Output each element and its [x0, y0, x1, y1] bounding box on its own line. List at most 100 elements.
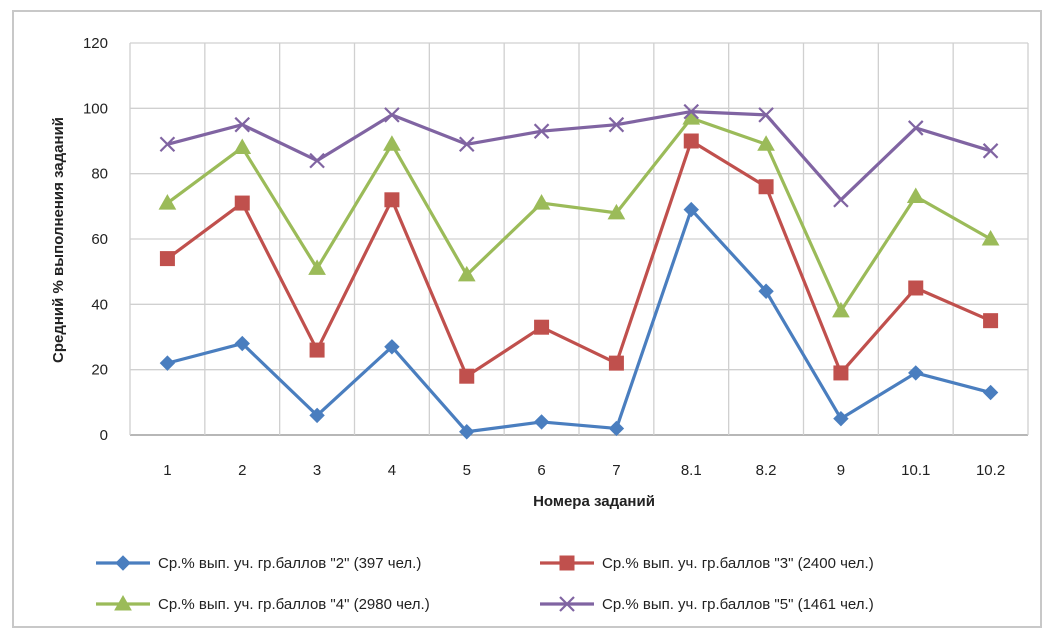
data-point	[908, 280, 924, 296]
x-tick-label: 6	[537, 462, 545, 479]
x-marker-stroke	[758, 107, 774, 123]
data-point	[459, 424, 475, 440]
series-3	[158, 109, 1000, 318]
x-tick-labels: 1 2 3 4 5 6 7 8.1 8.2 9 10.1 10.2	[163, 462, 1005, 479]
y-tick-label: 80	[91, 166, 108, 183]
data-point	[234, 335, 250, 352]
data-point	[159, 136, 176, 153]
series-1	[159, 201, 999, 440]
data-point	[608, 355, 624, 371]
x-marker-stroke	[159, 136, 176, 153]
data-point	[532, 194, 551, 210]
data-point	[906, 187, 925, 204]
series-line	[167, 208, 991, 434]
series-line	[166, 139, 992, 378]
data-point	[683, 103, 700, 120]
x-marker-stroke	[533, 123, 550, 139]
data-point	[384, 107, 400, 123]
data-point	[758, 107, 774, 123]
data-point	[982, 384, 999, 401]
data-point	[533, 414, 550, 430]
data-point	[983, 313, 999, 329]
data-point	[158, 194, 177, 210]
data-point	[907, 120, 924, 136]
data-point	[981, 229, 1000, 246]
y-tick-label: 100	[83, 100, 108, 117]
y-tick-label: 40	[91, 296, 108, 313]
series-line	[166, 116, 992, 313]
data-point	[458, 136, 475, 153]
x-tick-label: 1	[163, 462, 171, 479]
y-tick-labels: 0 20 40 60 80 100 120	[83, 35, 108, 444]
x-axis-title: Номера заданий	[533, 493, 655, 510]
y-tick-label: 120	[83, 35, 108, 52]
data-point	[384, 339, 400, 355]
data-point	[534, 319, 550, 335]
legend: Ср.% вып. уч. гр.баллов "2" (397 чел.) Ср…	[96, 555, 874, 613]
data-point	[159, 251, 175, 267]
data-point	[833, 192, 849, 208]
data-point	[234, 195, 250, 211]
x-marker-stroke	[907, 120, 924, 136]
data-point	[982, 143, 999, 159]
series-2	[159, 133, 999, 384]
x-marker-stroke	[559, 596, 575, 612]
series-layer	[158, 103, 1000, 440]
data-point	[309, 152, 325, 169]
data-point	[309, 342, 325, 358]
chart-frame	[12, 10, 1042, 628]
y-tick-label: 60	[91, 231, 108, 248]
data-point	[309, 407, 325, 424]
legend-marker	[559, 555, 575, 571]
data-point	[234, 116, 251, 133]
x-tick-label: 8.1	[681, 462, 702, 479]
x-tick-label: 9	[837, 462, 845, 479]
data-point	[233, 138, 252, 155]
data-point	[607, 203, 626, 220]
data-point	[308, 259, 326, 275]
data-point	[533, 123, 550, 139]
data-point	[459, 368, 475, 384]
x-marker-stroke	[234, 116, 251, 133]
data-point	[608, 116, 625, 133]
x-tick-label: 10.1	[901, 462, 930, 479]
x-marker-stroke	[683, 103, 700, 120]
x-tick-label: 5	[463, 462, 471, 479]
x-marker-stroke	[608, 116, 625, 133]
legend-marker	[114, 594, 132, 611]
data-point	[832, 301, 850, 318]
legend-label: Ср.% вып. уч. гр.баллов "5" (1461 чел.)	[602, 596, 874, 613]
gridlines	[129, 42, 1029, 436]
x-tick-label: 3	[313, 462, 321, 479]
x-tick-label: 4	[388, 462, 396, 479]
x-marker-stroke	[384, 107, 400, 123]
data-point	[908, 365, 924, 381]
y-tick-label: 0	[100, 427, 108, 444]
y-tick-label: 20	[91, 362, 108, 379]
legend-marker	[559, 596, 575, 612]
legend-label: Ср.% вып. уч. гр.баллов "2" (397 чел.)	[158, 555, 421, 572]
x-marker-stroke	[833, 192, 849, 208]
x-marker-stroke	[982, 143, 999, 159]
x-tick-label: 8.2	[756, 462, 777, 479]
series-line	[167, 109, 992, 202]
legend-item: Ср.% вып. уч. гр.баллов "2" (397 чел.)	[96, 555, 421, 572]
data-point	[457, 265, 476, 282]
data-point	[758, 283, 774, 299]
data-point	[758, 179, 774, 195]
data-point	[833, 365, 849, 381]
x-tick-label: 2	[238, 462, 246, 479]
data-point	[384, 192, 400, 208]
legend-item: Ср.% вып. уч. гр.баллов "5" (1461 чел.)	[540, 596, 874, 613]
data-point	[683, 133, 699, 149]
data-point	[757, 135, 775, 151]
data-point	[383, 135, 401, 151]
data-point	[833, 410, 849, 427]
legend-item: Ср.% вып. уч. гр.баллов "3" (2400 чел.)	[540, 555, 874, 572]
legend-marker	[115, 555, 131, 571]
data-point	[683, 201, 699, 218]
data-point	[159, 355, 176, 371]
data-point	[608, 420, 625, 437]
y-axis-title: Средний % выполнения заданий	[50, 117, 67, 363]
